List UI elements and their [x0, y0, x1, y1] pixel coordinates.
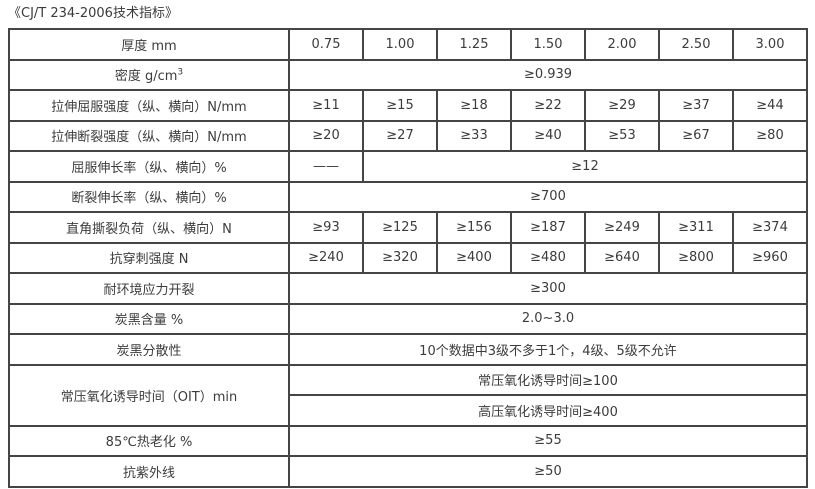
row-label-carbon-black-dispersion: 炭黑分散性	[8, 333, 290, 366]
cell-puncture-3: ≥480	[510, 241, 586, 274]
row-label-heat-aging-85c: 85℃热老化 %	[8, 424, 290, 457]
row-uv-resistance: 抗紫外线 ≥50	[8, 455, 808, 488]
row-label-right-angle-tear-load: 直角撕裂负荷（纵、横向）N	[8, 211, 290, 244]
row-tensile-break-strength: 拉伸断裂强度（纵、横向）N/mm ≥20 ≥27 ≥33 ≥40 ≥53 ≥67…	[8, 119, 808, 152]
cell-density-value: ≥0.939	[288, 58, 808, 91]
cell-heat-aging-value: ≥55	[288, 424, 808, 457]
cell-thickness-2: 1.25	[436, 28, 512, 61]
cell-puncture-4: ≥640	[584, 241, 660, 274]
cell-thickness-5: 2.50	[658, 28, 734, 61]
row-carbon-black-dispersion: 炭黑分散性 10个数据中3级不多于1个，4级、5级不允许	[8, 333, 808, 366]
cell-tear-load-1: ≥125	[362, 211, 438, 244]
cell-tear-load-3: ≥187	[510, 211, 586, 244]
row-heat-aging-85c: 85℃热老化 % ≥55	[8, 424, 808, 457]
cell-puncture-0: ≥240	[288, 241, 364, 274]
row-label-environmental-stress-cracking: 耐环境应力开裂	[8, 272, 290, 305]
cell-tear-load-0: ≥93	[288, 211, 364, 244]
cell-tensile-yield-6: ≥44	[732, 89, 808, 122]
row-label-thickness: 厚度 mm	[8, 28, 290, 61]
cell-esc-value: ≥300	[288, 272, 808, 305]
row-oxidation-induction-time: 常压氧化诱导时间（OIT）min 常压氧化诱导时间≥100	[8, 363, 808, 427]
cell-yield-elongation-dash: ——	[288, 150, 364, 183]
cell-thickness-0: 0.75	[288, 28, 364, 61]
page-title: 《CJ/T 234-2006技术指标》	[8, 6, 178, 21]
cell-thickness-3: 1.50	[510, 28, 586, 61]
row-puncture-resistance: 抗穿刺强度 N ≥240 ≥320 ≥400 ≥480 ≥640 ≥800 ≥9…	[8, 241, 808, 274]
cell-tear-load-6: ≥374	[732, 211, 808, 244]
cell-thickness-1: 1.00	[362, 28, 438, 61]
row-carbon-black-content: 炭黑含量 % 2.0~3.0	[8, 302, 808, 335]
row-label-yield-elongation: 屈服伸长率（纵、横向）%	[8, 150, 290, 183]
cell-thickness-4: 2.00	[584, 28, 660, 61]
density-label-superscript: 3	[177, 67, 184, 78]
cell-oit-normal-pressure: 常压氧化诱导时间≥100	[288, 363, 808, 396]
cell-break-elongation-value: ≥700	[288, 180, 808, 213]
cell-puncture-2: ≥400	[436, 241, 512, 274]
cell-thickness-6: 3.00	[732, 28, 808, 61]
cell-tear-load-5: ≥311	[658, 211, 734, 244]
row-label-oxidation-induction-time: 常压氧化诱导时间（OIT）min	[8, 363, 290, 427]
cell-uv-value: ≥50	[288, 455, 808, 488]
row-density: 密度 g/cm3 ≥0.939	[8, 58, 808, 91]
row-environmental-stress-cracking: 耐环境应力开裂 ≥300	[8, 272, 808, 305]
cell-tensile-break-6: ≥80	[732, 119, 808, 152]
row-tensile-yield-strength: 拉伸屈服强度（纵、横向）N/mm ≥11 ≥15 ≥18 ≥22 ≥29 ≥37…	[8, 89, 808, 122]
cell-tensile-break-3: ≥40	[510, 119, 586, 152]
row-label-uv-resistance: 抗紫外线	[8, 455, 290, 488]
cell-tensile-break-5: ≥67	[658, 119, 734, 152]
cell-tensile-yield-2: ≥18	[436, 89, 512, 122]
cell-tensile-break-0: ≥20	[288, 119, 364, 152]
cell-tensile-yield-1: ≥15	[362, 89, 438, 122]
row-thickness: 厚度 mm 0.75 1.00 1.25 1.50 2.00 2.50 3.00	[8, 28, 808, 61]
cell-tensile-break-1: ≥27	[362, 119, 438, 152]
row-yield-elongation: 屈服伸长率（纵、横向）% —— ≥12	[8, 150, 808, 183]
cell-tensile-break-2: ≥33	[436, 119, 512, 152]
cell-carbon-dispersion-value: 10个数据中3级不多于1个，4级、5级不允许	[288, 333, 808, 366]
cell-tensile-break-4: ≥53	[584, 119, 660, 152]
row-label-break-elongation: 断裂伸长率（纵、横向）%	[8, 180, 290, 213]
cell-tear-load-4: ≥249	[584, 211, 660, 244]
cell-puncture-1: ≥320	[362, 241, 438, 274]
cell-puncture-5: ≥800	[658, 241, 734, 274]
row-label-puncture-resistance: 抗穿刺强度 N	[8, 241, 290, 274]
cell-carbon-content-value: 2.0~3.0	[288, 302, 808, 335]
cell-puncture-6: ≥960	[732, 241, 808, 274]
cell-yield-elongation-value: ≥12	[362, 150, 808, 183]
row-label-carbon-black-content: 炭黑含量 %	[8, 302, 290, 335]
cell-tensile-yield-0: ≥11	[288, 89, 364, 122]
row-label-tensile-yield-strength: 拉伸屈服强度（纵、横向）N/mm	[8, 89, 290, 122]
cell-tensile-yield-4: ≥29	[584, 89, 660, 122]
cell-tensile-yield-3: ≥22	[510, 89, 586, 122]
row-label-tensile-break-strength: 拉伸断裂强度（纵、横向）N/mm	[8, 119, 290, 152]
density-label-text: 密度 g/cm	[114, 69, 178, 85]
spec-table: 厚度 mm 0.75 1.00 1.25 1.50 2.00 2.50 3.00…	[8, 28, 808, 488]
cell-oit-high-pressure: 高压氧化诱导时间≥400	[288, 394, 808, 427]
row-break-elongation: 断裂伸长率（纵、横向）% ≥700	[8, 180, 808, 213]
cell-tear-load-2: ≥156	[436, 211, 512, 244]
cell-tensile-yield-5: ≥37	[658, 89, 734, 122]
row-oxidation-induction-time-high: 高压氧化诱导时间≥400	[9, 394, 808, 427]
row-label-density: 密度 g/cm3	[8, 58, 290, 91]
row-right-angle-tear-load: 直角撕裂负荷（纵、横向）N ≥93 ≥125 ≥156 ≥187 ≥249 ≥3…	[8, 211, 808, 244]
